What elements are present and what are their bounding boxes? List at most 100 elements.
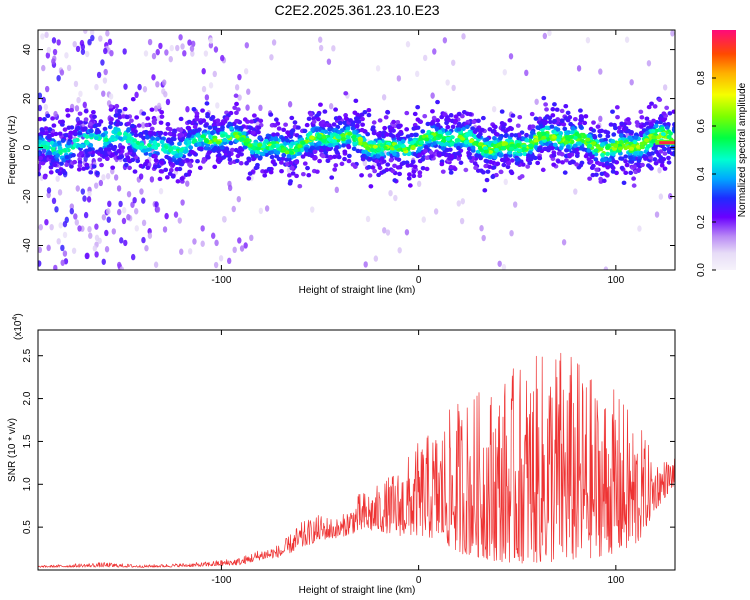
spectrogram-cell — [385, 229, 391, 236]
spectrogram-peak-cell — [541, 131, 547, 136]
spectrogram-cell — [274, 154, 280, 159]
spectrogram-cell — [393, 194, 398, 202]
spectrogram-cell — [327, 126, 333, 132]
spectrogram-cell — [573, 188, 578, 195]
spectrogram-cell — [222, 137, 228, 143]
spectrogram-cell — [60, 259, 65, 266]
spectrogram-cell — [216, 152, 222, 158]
spectrogram-cell — [106, 208, 111, 215]
spectrogram-cell — [118, 200, 123, 208]
spectrogram-cell — [569, 130, 575, 135]
spectrogram-cell — [547, 115, 553, 121]
spectrogram-cell — [404, 229, 410, 236]
spectrogram-cell — [346, 153, 352, 159]
spectrogram-cell — [126, 158, 132, 163]
spectrogram-cell — [53, 131, 59, 137]
spectrogram-cell — [77, 163, 83, 168]
spectrogram-cell — [456, 151, 462, 156]
spectrogram-cell — [572, 148, 577, 154]
spectrogram-cell — [237, 73, 242, 81]
spectrogram-cell — [359, 127, 365, 133]
spectrogram-cell — [155, 136, 160, 142]
spectrogram-cell — [407, 172, 412, 177]
spectrogram-cell — [325, 158, 331, 164]
spectrogram-cell — [422, 113, 428, 119]
spectrogram-cell — [133, 132, 139, 138]
spectrogram-cell — [485, 169, 491, 174]
spectrogram-cell — [151, 52, 157, 60]
spectrogram-cell — [481, 234, 486, 242]
spectrogram-cell — [88, 133, 94, 138]
spectrogram-cell — [667, 111, 673, 116]
spectrogram-cell — [666, 160, 672, 165]
spectrogram-cell — [88, 121, 93, 127]
spectrogram-cell — [322, 109, 328, 114]
spectrogram-cell — [177, 157, 182, 162]
spectrogram-cell — [311, 116, 317, 121]
spectrogram-cell — [488, 159, 494, 165]
spectrogram-cell — [51, 58, 56, 65]
spectrogram-cell — [130, 96, 136, 102]
spectrogram-cell — [285, 138, 290, 143]
spectrogram-cell — [177, 141, 182, 147]
spectrogram-peak-cell — [424, 137, 430, 142]
spectrogram-cell — [529, 130, 535, 135]
spectrogram-cell — [343, 91, 349, 96]
spectrogram-cell — [375, 65, 381, 72]
spectrogram-cell — [442, 112, 448, 117]
spectrogram-cell — [250, 130, 256, 135]
spectrogram-cell — [564, 158, 569, 163]
spectrogram-cell — [169, 44, 174, 52]
spectrogram-cell — [417, 153, 423, 158]
spectrogram-peak-cell — [284, 150, 290, 155]
spectrogram-cell — [602, 157, 608, 163]
spectrogram-cell — [258, 118, 264, 124]
colorbar-tick-label: 0.8 — [696, 71, 707, 85]
spectrogram-cell — [377, 118, 383, 123]
spectrogram-cell — [80, 48, 86, 55]
spectrogram-cell — [561, 239, 567, 246]
spectrogram-cell — [336, 115, 342, 121]
spectrogram-cell — [373, 255, 379, 262]
spectrogram-cell — [208, 37, 214, 44]
spectrogram-cell — [38, 92, 43, 99]
spectrogram-cell — [186, 119, 192, 125]
spectrogram-cell — [406, 176, 412, 181]
spectrogram-cell — [51, 197, 57, 205]
spectrogram-cell — [269, 54, 274, 61]
spectrogram-cell — [636, 158, 642, 164]
spectrogram-cell — [619, 165, 625, 171]
spectrogram-cell — [653, 161, 659, 166]
spectrogram-cell — [448, 164, 454, 170]
spectrogram-cell — [464, 124, 470, 129]
spectrogram-cell — [150, 136, 156, 141]
spectrogram-cell — [276, 126, 282, 131]
snr-ytick-label: 2.0 — [22, 391, 33, 405]
spectrogram-cell — [577, 141, 583, 146]
spectrogram-cell — [392, 163, 397, 169]
spectrogram-cell — [61, 148, 67, 153]
spectrogram-cell — [325, 122, 331, 128]
spectrogram-cell — [269, 150, 275, 155]
snr-plot-area — [38, 352, 675, 568]
spectrogram-cell — [431, 141, 437, 146]
spectrogram-cell — [491, 105, 497, 113]
spectrogram-cell — [257, 135, 263, 141]
spectrogram-cell — [333, 107, 338, 112]
spectrogram-cell — [662, 146, 667, 152]
spectrogram-cell — [162, 226, 168, 233]
spectrogram-cell — [126, 190, 132, 198]
spectrogram-cell — [117, 208, 122, 216]
spectrogram-cell — [108, 120, 114, 126]
spectrogram-cell — [558, 131, 564, 136]
spectrogram-cell — [639, 115, 645, 120]
spectrogram-cell — [384, 167, 390, 173]
spectrogram-cell — [263, 138, 269, 144]
spectrogram-cell — [381, 94, 387, 101]
spectrogram-cell — [439, 114, 445, 120]
spectrogram-cell — [57, 145, 63, 151]
spectrogram-cell — [633, 151, 638, 156]
spectrogram-peak-cell — [591, 141, 597, 146]
spectrogram-cell — [290, 128, 296, 133]
spectrogram-cell — [57, 189, 63, 196]
